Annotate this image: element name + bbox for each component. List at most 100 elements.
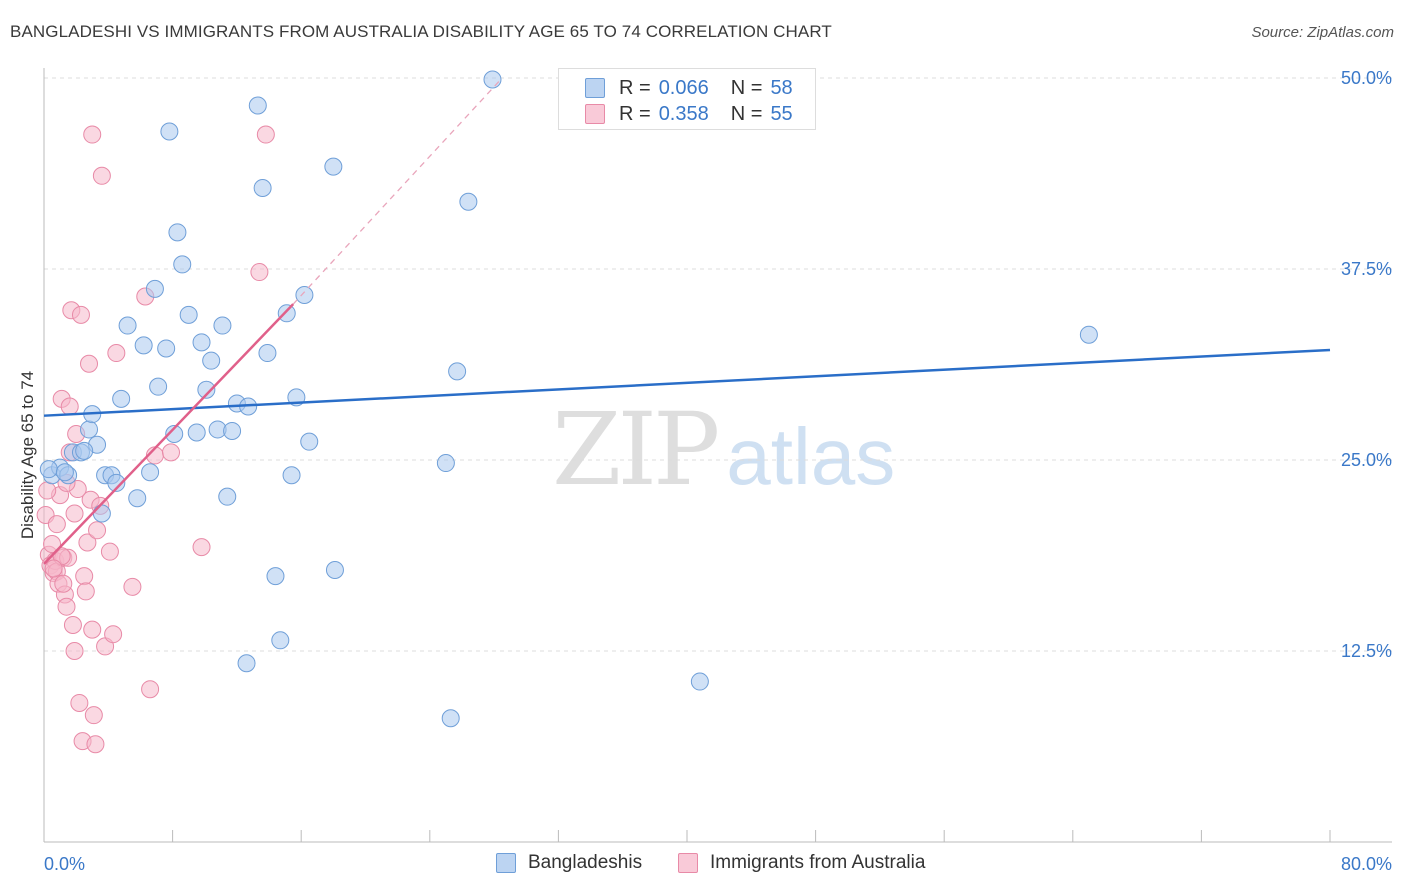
data-point-immigrants-australia [76, 582, 95, 601]
data-point-immigrants-australia [65, 504, 84, 523]
data-point-immigrants-australia [38, 481, 57, 500]
data-point-bangladeshis [75, 441, 94, 460]
data-point-bangladeshis [223, 421, 242, 440]
legend-n-label: N = [730, 102, 763, 125]
y-tick-label: 25.0% [1341, 450, 1392, 470]
data-point-immigrants-australia [65, 642, 84, 660]
data-point-bangladeshis [248, 96, 267, 115]
legend-r-label: R = [619, 102, 651, 125]
legend-swatch-pink [585, 104, 605, 124]
series-legend: Bangladeshis Immigrants from Australia [0, 852, 1406, 878]
data-point-immigrants-australia [84, 706, 103, 725]
data-point-immigrants-australia [47, 515, 66, 534]
data-point-immigrants-australia [43, 535, 62, 554]
legend-label-immigrants-australia: Immigrants from Australia [710, 852, 926, 873]
data-point-bangladeshis [39, 460, 58, 479]
data-point-immigrants-australia [161, 443, 180, 462]
trendline-extension-immigrants-australia [292, 77, 503, 305]
data-point-bangladeshis [324, 157, 343, 176]
data-point-bangladeshis [168, 223, 187, 242]
data-point-bangladeshis [441, 709, 460, 728]
data-point-immigrants-australia [123, 577, 142, 596]
data-point-bangladeshis [160, 122, 179, 141]
watermark: ZIP atlas [552, 400, 895, 507]
data-point-bangladeshis [202, 351, 221, 370]
data-point-bangladeshis [134, 336, 153, 355]
source-credit: Source: ZipAtlas.com [1251, 24, 1394, 41]
data-point-bangladeshis [107, 473, 126, 492]
data-point-bangladeshis [173, 255, 192, 274]
data-point-bangladeshis [266, 567, 285, 586]
data-point-immigrants-australia [80, 354, 99, 373]
legend-n-value: 58 [770, 76, 793, 99]
data-point-immigrants-australia [141, 680, 160, 699]
legend-r-label: R = [619, 76, 651, 99]
data-point-immigrants-australia [83, 620, 102, 639]
data-point-bangladeshis [295, 285, 314, 304]
y-tick-label: 37.5% [1341, 259, 1392, 279]
x-tick-label: 0.0% [44, 854, 85, 874]
trendline-immigrants-australia [43, 303, 295, 565]
legend-r-value: 0.066 [658, 76, 709, 99]
legend-swatch-blue [496, 853, 516, 873]
data-point-immigrants-australia [192, 538, 211, 557]
data-point-bangladeshis [253, 179, 272, 198]
y-tick-label: 50.0% [1341, 68, 1392, 88]
data-point-bangladeshis [197, 380, 216, 399]
legend-row-immigrants-australia: R = 0.358 N = 55 [585, 102, 793, 126]
data-point-immigrants-australia [86, 735, 105, 754]
y-tick-label: 12.5% [1341, 641, 1392, 661]
x-tick-label: 80.0% [1341, 854, 1392, 874]
data-point-immigrants-australia [44, 559, 63, 578]
y-axis-label: Disability Age 65 to 74 [18, 370, 37, 540]
data-point-immigrants-australia [57, 597, 76, 616]
data-point-bangladeshis [192, 333, 211, 352]
data-point-immigrants-australia [63, 616, 82, 635]
data-point-bangladeshis [237, 654, 256, 673]
data-point-immigrants-australia [71, 305, 90, 324]
data-point-bangladeshis [459, 192, 478, 211]
data-point-immigrants-australia [75, 567, 94, 586]
data-point-immigrants-australia [60, 397, 79, 416]
data-point-immigrants-australia [104, 625, 123, 644]
legend-row-bangladeshis: R = 0.066 N = 58 [585, 76, 793, 100]
data-point-bangladeshis [149, 377, 168, 396]
data-point-immigrants-australia [256, 125, 275, 144]
data-point-immigrants-australia [70, 693, 89, 712]
data-point-bangladeshis [92, 504, 111, 523]
data-point-bangladeshis [448, 362, 467, 381]
data-point-bangladeshis [118, 316, 137, 335]
data-point-immigrants-australia [100, 542, 119, 561]
data-point-bangladeshis [218, 487, 237, 506]
trendline-bangladeshis [43, 348, 1331, 417]
legend-item-bangladeshis[interactable]: Bangladeshis [496, 852, 642, 874]
data-point-bangladeshis [141, 463, 160, 482]
data-point-bangladeshis [282, 466, 301, 485]
legend-swatch-pink [678, 853, 698, 873]
data-point-bangladeshis [128, 489, 147, 508]
legend-swatch-blue [585, 78, 605, 98]
data-point-bangladeshis [258, 344, 277, 363]
data-point-bangladeshis [690, 672, 709, 691]
data-point-bangladeshis [80, 420, 99, 439]
chart-title: BANGLADESHI VS IMMIGRANTS FROM AUSTRALIA… [10, 22, 832, 41]
data-point-bangladeshis [213, 316, 232, 335]
legend-r-value: 0.358 [658, 102, 709, 125]
data-point-bangladeshis [55, 463, 74, 482]
data-point-bangladeshis [325, 561, 344, 580]
data-point-bangladeshis [112, 389, 131, 408]
data-point-immigrants-australia [54, 574, 73, 593]
data-point-bangladeshis [300, 432, 319, 451]
data-point-immigrants-australia [107, 344, 126, 363]
legend-n-value: 55 [770, 102, 793, 125]
data-point-bangladeshis [187, 423, 206, 442]
data-point-immigrants-australia [83, 125, 102, 144]
data-point-bangladeshis [1079, 325, 1098, 344]
data-point-bangladeshis [277, 304, 296, 323]
data-point-immigrants-australia [78, 533, 97, 552]
legend-item-immigrants-australia[interactable]: Immigrants from Australia [678, 852, 925, 874]
correlation-legend: R = 0.066 N = 58 R = 0.358 N = 55 [558, 68, 816, 130]
legend-label-bangladeshis: Bangladeshis [528, 852, 643, 873]
data-point-bangladeshis [157, 339, 176, 358]
